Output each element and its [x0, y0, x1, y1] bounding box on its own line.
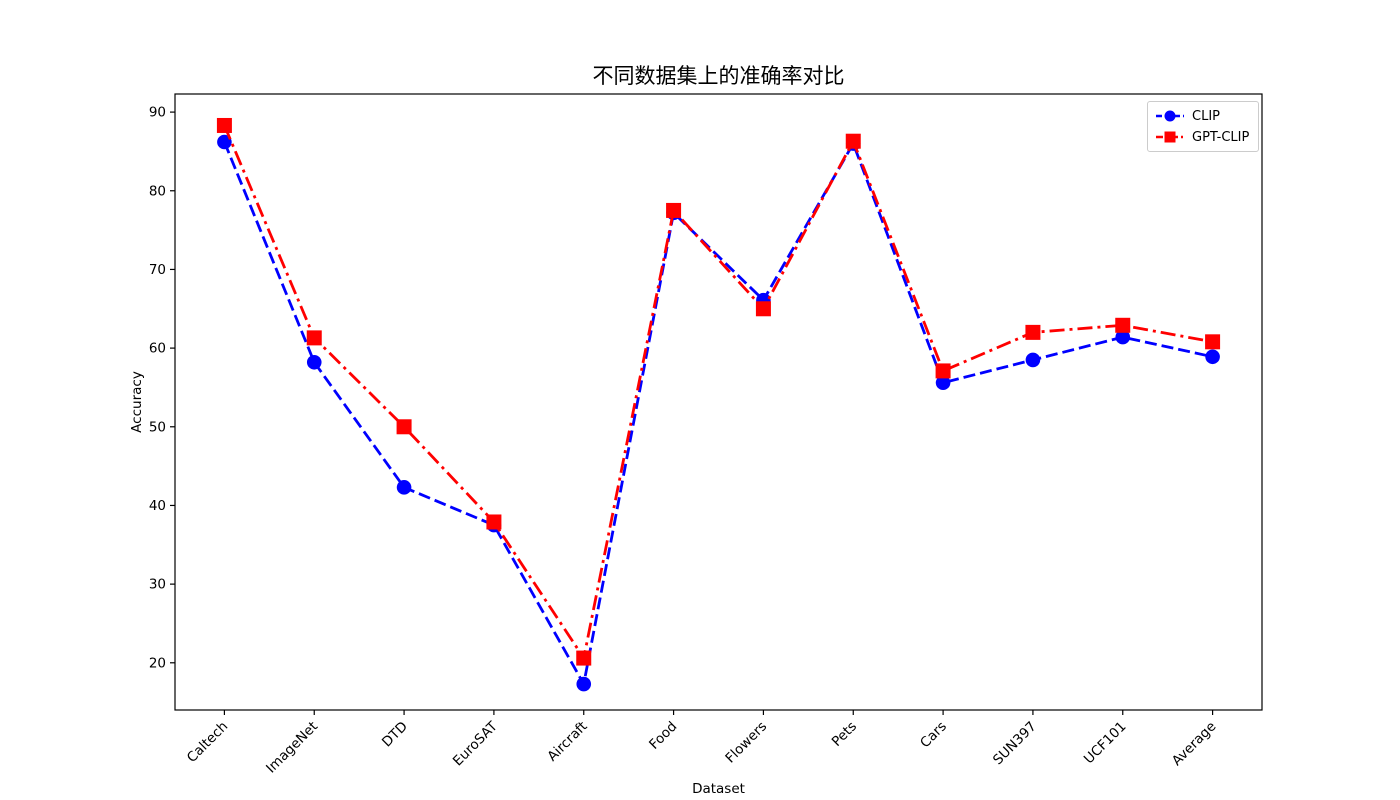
- marker-clip: [1025, 352, 1041, 368]
- marker-gpt-clip: [1025, 324, 1041, 340]
- x-tick-label: UCF101: [1081, 719, 1130, 768]
- marker-clip: [396, 480, 412, 495]
- marker-gpt-clip: [845, 133, 861, 149]
- x-tick-label: SUN397: [990, 719, 1040, 769]
- legend-label-clip: CLIP: [1192, 108, 1220, 124]
- marker-gpt-clip: [216, 117, 232, 133]
- y-axis-label: Accuracy: [129, 371, 145, 433]
- x-tick-label: Average: [1169, 719, 1220, 770]
- marker-clip: [935, 375, 951, 391]
- marker-gpt-clip: [1115, 317, 1131, 333]
- x-tick-label: Flowers: [722, 719, 770, 767]
- y-tick-label: 30: [149, 577, 166, 593]
- chart-title: 不同数据集上的准确率对比: [592, 64, 845, 88]
- marker-gpt-clip: [576, 650, 592, 666]
- legend: CLIP GPT-CLIP: [1147, 101, 1260, 152]
- marker-gpt-clip: [486, 514, 502, 530]
- y-tick-label: 50: [149, 419, 166, 435]
- marker-clip: [1205, 349, 1220, 365]
- clip-line-sample-icon: [1156, 110, 1184, 122]
- marker-gpt-clip: [755, 301, 771, 317]
- marker-clip: [1115, 329, 1131, 345]
- y-tick-label: 80: [149, 183, 166, 199]
- series-line-clip: [223, 140, 1213, 689]
- x-tick-label: Aircraft: [544, 719, 590, 765]
- marker-clip: [306, 354, 322, 370]
- axes-frame: [174, 93, 1263, 711]
- legend-item-gpt-clip: GPT-CLIP: [1155, 128, 1249, 146]
- marker-gpt-clip: [396, 419, 412, 435]
- x-tick-label: EuroSAT: [450, 718, 501, 769]
- x-tick-label: Cars: [917, 719, 950, 752]
- y-tick-label: 90: [149, 105, 166, 121]
- x-axis-label: Dataset: [692, 781, 745, 797]
- x-tick-label: DTD: [379, 719, 411, 751]
- y-tick-label: 70: [149, 262, 166, 278]
- marker-gpt-clip: [306, 330, 322, 346]
- y-tick-label: 60: [149, 341, 166, 357]
- marker-clip: [576, 676, 592, 692]
- x-tick-label: Food: [646, 719, 680, 753]
- gpt-clip-line-sample-icon: [1156, 131, 1184, 143]
- x-tick-label: ImageNet: [263, 719, 321, 777]
- marker-gpt-clip: [666, 202, 682, 218]
- marker-gpt-clip: [1205, 334, 1221, 350]
- marker-gpt-clip: [935, 363, 951, 379]
- legend-label-gpt-clip: GPT-CLIP: [1192, 129, 1250, 145]
- x-tick-label: Caltech: [184, 719, 231, 766]
- y-tick-label: 40: [149, 498, 166, 514]
- legend-item-clip: CLIP: [1155, 107, 1249, 125]
- series-line-gpt-clip: [223, 124, 1213, 662]
- marker-clip: [217, 134, 232, 150]
- x-tick-label: Pets: [829, 719, 860, 750]
- y-tick-label: 20: [149, 655, 166, 671]
